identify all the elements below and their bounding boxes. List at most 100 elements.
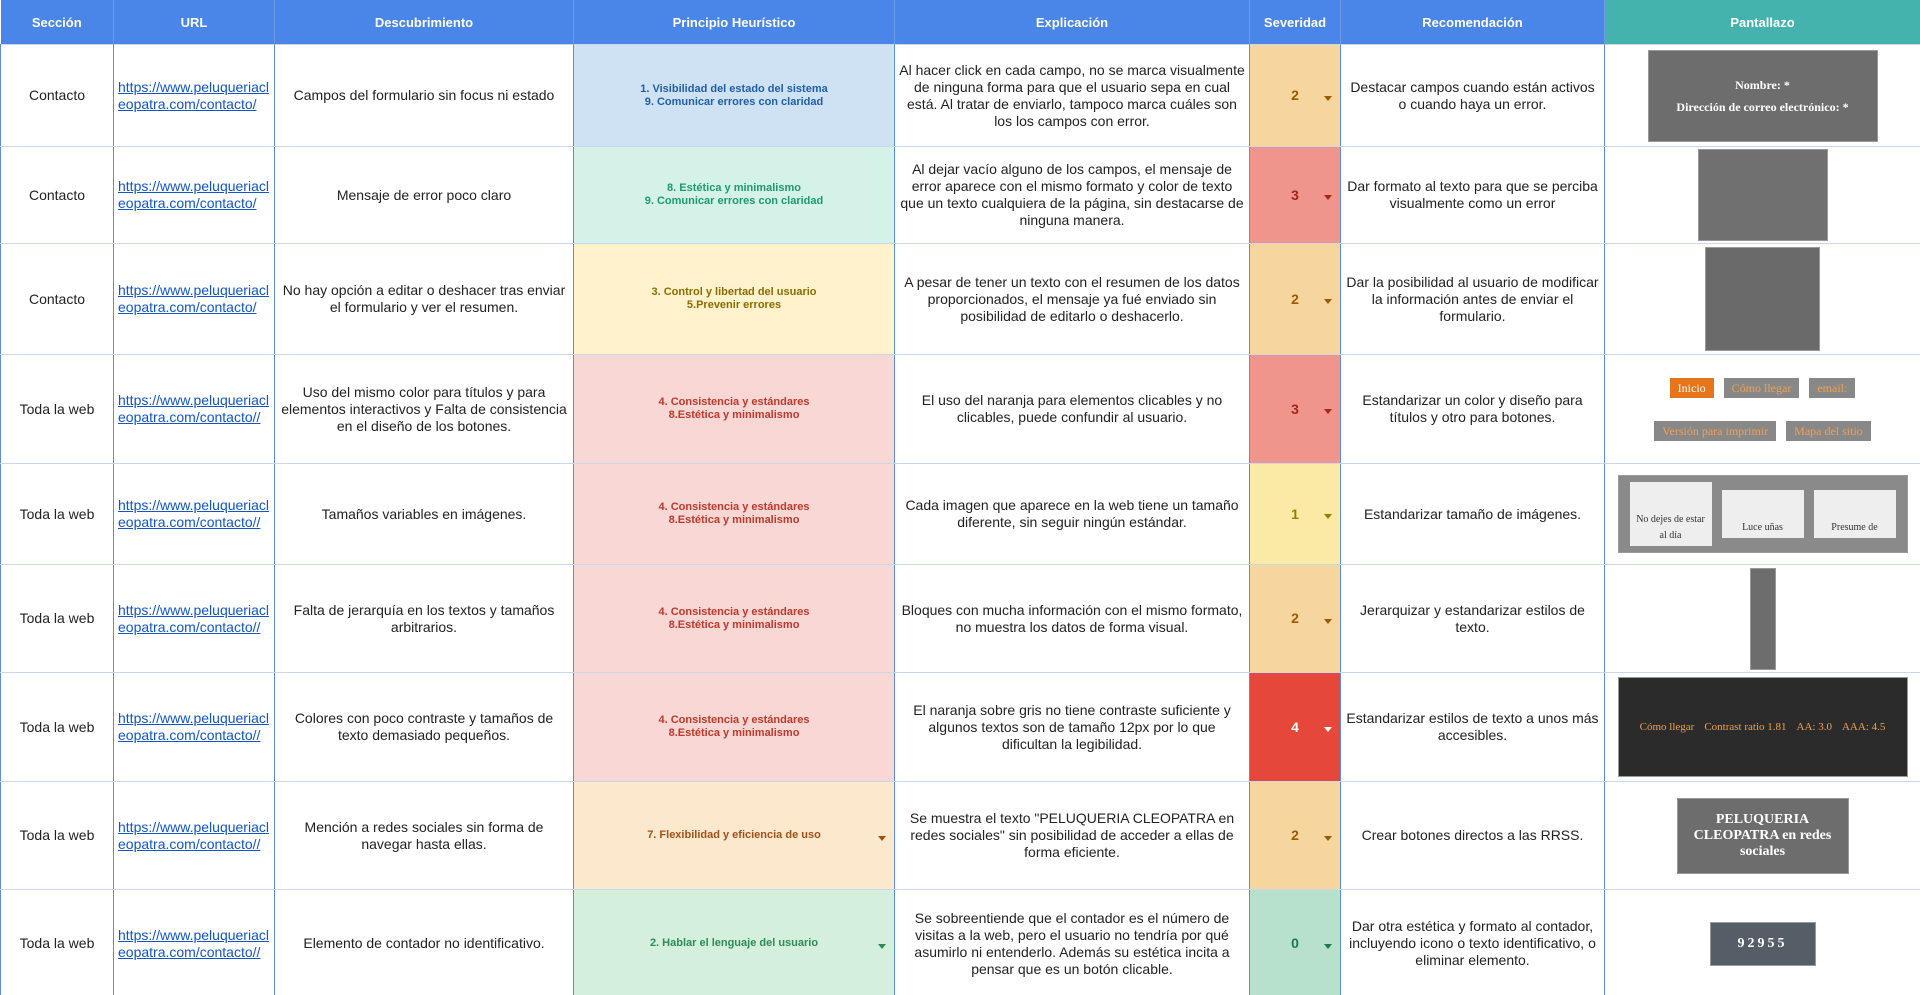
url-link[interactable]: https://www.peluqueriacleopatra.com/cont… — [118, 178, 269, 211]
principle-text: 4. Consistencia y estándares — [658, 396, 810, 408]
dropdown-arrow[interactable] — [1324, 514, 1332, 519]
severity-cell: 3 — [1249, 146, 1341, 244]
column-header: Pantallazo — [1604, 0, 1920, 45]
header-row: Sección URL Descubrimiento Principio Heurís… — [0, 0, 1920, 45]
principle-text: 9. Comunicar errores con claridad — [644, 195, 824, 207]
finding-cell: No hay opción a editar o deshacer tras e… — [274, 243, 574, 355]
dropdown-arrow[interactable] — [1324, 618, 1332, 624]
section-cell: Toda la web — [0, 354, 114, 464]
principle-text: 9. Comunicar errores con claridad — [644, 95, 824, 108]
finding-cell: Colores con poco contraste y tamaños de … — [274, 672, 574, 782]
finding-cell: Elemento de contador no identificativo. — [274, 889, 574, 995]
explanation-cell: Al dejar vacío alguno de los campos, el … — [894, 146, 1250, 244]
dropdown-arrow[interactable] — [878, 943, 886, 949]
dropdown-arrow[interactable] — [1324, 299, 1332, 304]
screenshot-image — [1749, 567, 1776, 670]
url-link[interactable]: https://www.peluqueriacleopatra.com/cont… — [118, 818, 269, 852]
principle-text: 8.Estética y minimalismo — [668, 618, 800, 631]
column-header: Explicación — [894, 0, 1250, 45]
url-link[interactable]: https://www.peluqueriacleopatra.com/cont… — [118, 282, 269, 315]
principle-text: 7. Flexibilidad y eficiencia de uso — [647, 829, 821, 841]
section-cell: Toda la web — [0, 463, 114, 565]
section-cell: Toda la web — [0, 672, 114, 782]
principle-text: 5.Prevenir errores — [686, 299, 782, 311]
url-cell: https://www.peluqueriacleopatra.com/cont… — [113, 781, 275, 890]
severity-cell: 2 — [1249, 44, 1341, 147]
dropdown-arrow[interactable] — [1324, 835, 1332, 841]
dropdown-arrow[interactable] — [1324, 195, 1332, 200]
screenshot-cell: Inicio Cómo llegar email: Versión para impr… — [1604, 354, 1920, 464]
screenshot-cell: Cómo llegar Contrast ratio 1.81 AA: 3.0 AAA… — [1604, 672, 1920, 782]
principle-cell: 3. Control y libertad del usuario 5.Preve… — [573, 243, 895, 355]
url-cell: https://www.peluqueriacleopatra.com/cont… — [113, 672, 275, 782]
dropdown-arrow[interactable] — [1324, 943, 1332, 949]
table-row: Toda la web https://www.peluqueriacleopat… — [0, 889, 1920, 995]
screenshot-image: Inicio Cómo llegar email: Versión para impr… — [1617, 369, 1908, 449]
principle-cell: 4. Consistencia y estándares 8.Estética y… — [573, 672, 895, 782]
explanation-cell: Al hacer click en cada campo, no se marc… — [894, 44, 1250, 147]
table-row: Contacto https://www.peluqueriacleopatra.… — [0, 44, 1920, 147]
screenshot-text: Inicio — [1669, 377, 1714, 398]
principle-text: 4. Consistencia y estándares — [658, 605, 810, 618]
screenshot-text: Luce uñas — [1721, 490, 1804, 538]
explanation-cell: Se sobreentiende que el contador es el n… — [894, 889, 1250, 995]
screenshot-text: Presume de — [1813, 490, 1896, 538]
finding-cell: Falta de jerarquía en los textos y tamañ… — [274, 564, 574, 673]
url-link[interactable]: https://www.peluqueriacleopatra.com/cont… — [118, 710, 269, 743]
finding-cell: Tamaños variables en imágenes. — [274, 463, 574, 565]
url-link[interactable]: https://www.peluqueriacleopatra.com/cont… — [118, 926, 269, 960]
principle-text: 8. Estética y minimalismo — [667, 182, 801, 194]
url-link[interactable]: https://www.peluqueriacleopatra.com/cont… — [118, 78, 269, 112]
table-row: Toda la web https://www.peluqueriacleopat… — [0, 354, 1920, 464]
recommendation-cell: Estandarizar estilos de texto a unos más… — [1340, 672, 1605, 782]
screenshot-cell — [1604, 564, 1920, 673]
recommendation-cell: Estandarizar tamaño de imágenes. — [1340, 463, 1605, 565]
screenshot-cell — [1604, 243, 1920, 355]
table-row: Toda la web https://www.peluqueriacleopat… — [0, 463, 1920, 565]
principle-text: 2. Hablar el lenguaje del usuario — [649, 937, 819, 949]
url-cell: https://www.peluqueriacleopatra.com/cont… — [113, 243, 275, 355]
explanation-cell: Cada imagen que aparece en la web tiene … — [894, 463, 1250, 565]
screenshot-text: Cómo llegar — [1723, 377, 1800, 398]
column-header: Descubrimiento — [274, 0, 574, 45]
url-link[interactable]: https://www.peluqueriacleopatra.com/cont… — [118, 601, 269, 635]
screenshot-cell: Nombre: * Dirección de correo electrónico… — [1604, 44, 1920, 147]
screenshot-image: Cómo llegar Contrast ratio 1.81 AA: 3.0 AAA… — [1617, 677, 1908, 777]
url-link[interactable]: https://www.peluqueriacleopatra.com/cont… — [118, 392, 269, 425]
finding-cell: Uso del mismo color para títulos y para … — [274, 354, 574, 464]
screenshot-image — [1697, 149, 1828, 241]
url-cell: https://www.peluqueriacleopatra.com/cont… — [113, 564, 275, 673]
screenshot-image: 92955 — [1709, 921, 1816, 966]
principle-text: 8.Estética y minimalismo — [668, 409, 800, 421]
finding-cell: Mención a redes sociales sin forma de na… — [274, 781, 574, 890]
severity-cell: 3 — [1249, 354, 1341, 464]
column-header: Principio Heurístico — [573, 0, 895, 45]
dropdown-arrow[interactable] — [1324, 727, 1332, 732]
severity-cell: 0 — [1249, 889, 1341, 995]
principle-text: 3. Control y libertad del usuario — [651, 286, 817, 298]
principle-text: 4. Consistencia y estándares — [658, 501, 810, 513]
screenshot-image — [1705, 247, 1820, 351]
screenshot-text: AAA: 4.5 — [1841, 721, 1886, 733]
screenshot-cell: 92955 — [1604, 889, 1920, 995]
column-header: Severidad — [1249, 0, 1341, 45]
url-cell: https://www.peluqueriacleopatra.com/cont… — [113, 889, 275, 995]
dropdown-arrow[interactable] — [1324, 409, 1332, 414]
url-link[interactable]: https://www.peluqueriacleopatra.com/cont… — [118, 497, 269, 530]
screenshot-text: No dejes de estar al día — [1629, 482, 1712, 546]
explanation-cell: Bloques con mucha información con el mis… — [894, 564, 1250, 673]
screenshot-cell — [1604, 146, 1920, 244]
severity-cell: 1 — [1249, 463, 1341, 565]
severity-cell: 2 — [1249, 781, 1341, 890]
recommendation-cell: Dar formato al texto para que se perciba… — [1340, 146, 1605, 244]
section-cell: Contacto — [0, 44, 114, 147]
screenshot-text: Dirección de correo electrónico: * — [1676, 99, 1849, 114]
dropdown-arrow[interactable] — [1324, 95, 1332, 101]
section-cell: Toda la web — [0, 781, 114, 890]
table-row: Toda la web https://www.peluqueriacleopat… — [0, 781, 1920, 890]
screenshot-text: Cómo llegar — [1639, 721, 1695, 733]
severity-cell: 4 — [1249, 672, 1341, 782]
dropdown-arrow[interactable] — [878, 835, 886, 841]
section-cell: Toda la web — [0, 889, 114, 995]
